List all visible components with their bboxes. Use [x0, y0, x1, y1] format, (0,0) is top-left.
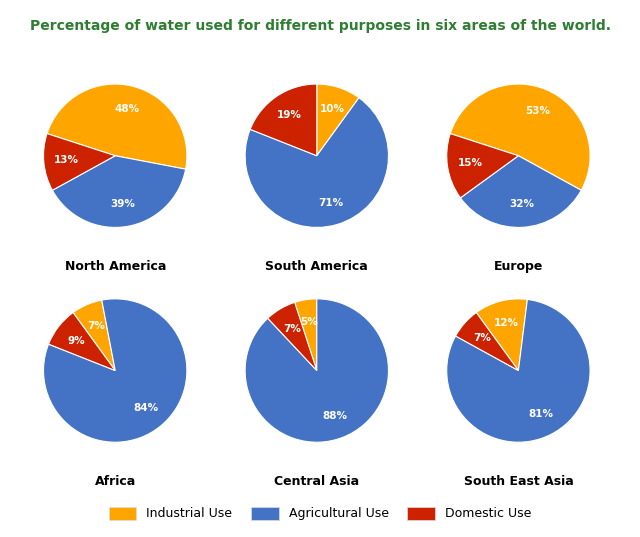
Text: 81%: 81%: [528, 409, 553, 419]
Text: 88%: 88%: [323, 411, 348, 421]
Text: 7%: 7%: [87, 321, 105, 331]
Text: 12%: 12%: [494, 318, 519, 328]
Text: 7%: 7%: [283, 324, 301, 333]
Wedge shape: [52, 156, 186, 227]
Text: Europe: Europe: [493, 260, 543, 273]
Wedge shape: [47, 84, 187, 169]
Wedge shape: [44, 134, 115, 190]
Wedge shape: [476, 299, 527, 371]
Wedge shape: [447, 300, 590, 442]
Wedge shape: [460, 156, 581, 227]
Text: 9%: 9%: [68, 336, 86, 346]
Text: Africa: Africa: [95, 475, 136, 488]
Text: 19%: 19%: [277, 111, 302, 120]
Text: South East Asia: South East Asia: [463, 475, 573, 488]
Text: 32%: 32%: [509, 199, 534, 209]
Wedge shape: [456, 313, 518, 371]
Wedge shape: [245, 98, 388, 227]
Text: 71%: 71%: [318, 198, 343, 207]
Text: 39%: 39%: [110, 199, 135, 209]
Wedge shape: [44, 299, 187, 442]
Wedge shape: [294, 299, 317, 371]
Wedge shape: [268, 302, 317, 371]
Text: 15%: 15%: [458, 158, 483, 169]
Text: 5%: 5%: [300, 317, 318, 328]
Text: North America: North America: [65, 260, 166, 273]
Text: 10%: 10%: [319, 104, 344, 114]
Text: Central Asia: Central Asia: [274, 475, 360, 488]
Legend: Industrial Use, Agricultural Use, Domestic Use: Industrial Use, Agricultural Use, Domest…: [104, 502, 536, 525]
Wedge shape: [49, 313, 115, 371]
Wedge shape: [450, 84, 590, 190]
Text: 84%: 84%: [134, 403, 159, 413]
Wedge shape: [250, 84, 317, 156]
Wedge shape: [245, 299, 388, 442]
Wedge shape: [73, 300, 115, 371]
Wedge shape: [317, 84, 359, 156]
Text: 7%: 7%: [473, 333, 491, 343]
Text: 48%: 48%: [115, 104, 140, 113]
Text: South America: South America: [266, 260, 368, 273]
Text: Percentage of water used for different purposes in six areas of the world.: Percentage of water used for different p…: [29, 19, 611, 33]
Text: 53%: 53%: [525, 106, 550, 116]
Wedge shape: [447, 134, 518, 198]
Text: 13%: 13%: [54, 155, 79, 165]
